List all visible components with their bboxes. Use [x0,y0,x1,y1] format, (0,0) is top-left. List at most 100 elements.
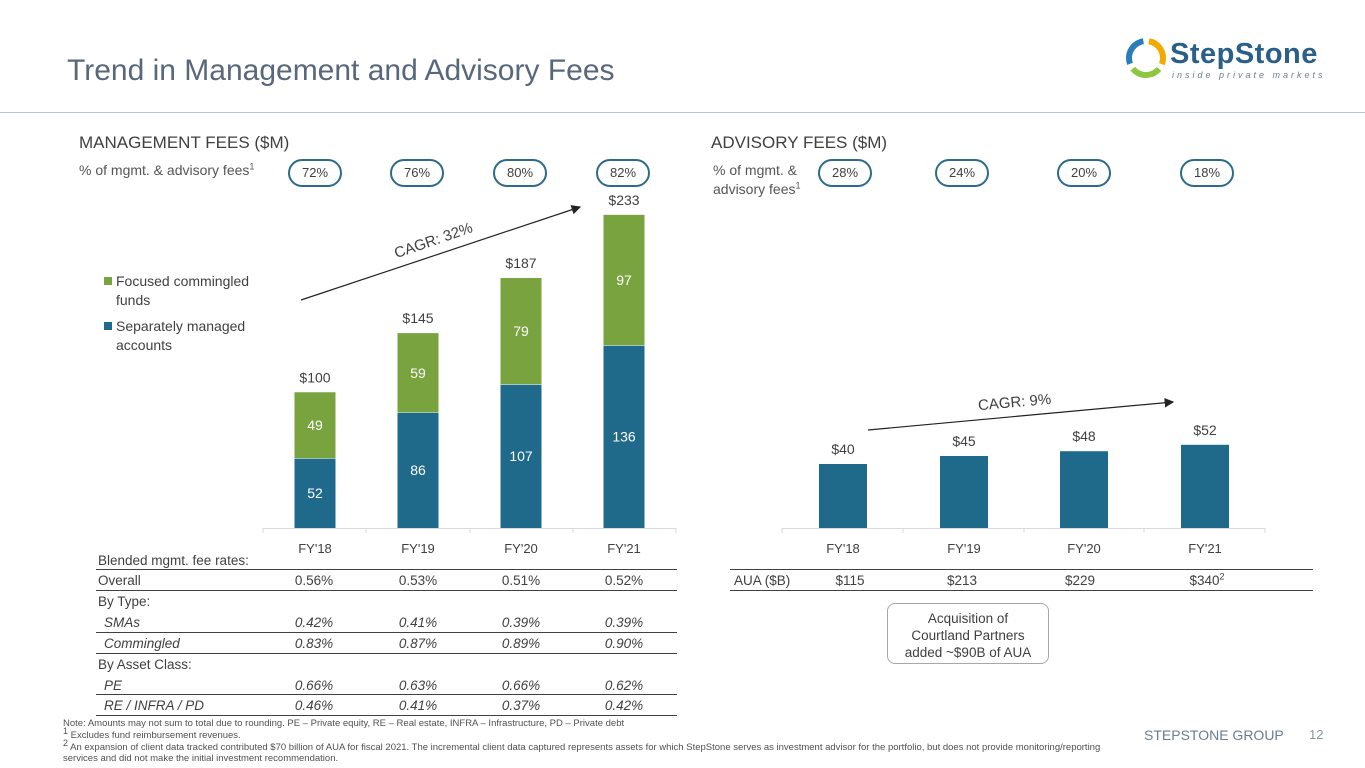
bar-value-label: 52 [307,485,323,501]
bar-advisory [819,464,867,528]
legend-swatch-commingled [104,277,112,285]
fee-section-by-asset: By Asset Class: [98,657,192,672]
title-divider [0,112,1365,113]
x-tick-label: FY'20 [1067,541,1101,556]
acquisition-callout: Acquisition of Courtland Partners added … [887,603,1049,664]
fee-row-smas-label: SMAs [104,615,141,630]
legend-label-commingled: Focused commingled funds [116,273,250,308]
fee-table-header: Blended mgmt. fee rates: [98,553,249,568]
bar-total-label: $145 [402,310,433,326]
advisory-pct-label: % of mgmt. & advisory fees1 [713,162,801,197]
bar-value-label: 107 [509,448,533,464]
footnote-note: Note: Amounts may not sum to total due t… [63,718,625,729]
aua-rule [730,590,1313,591]
fee-cell: 0.37% [501,698,541,713]
fee-cell: 0.56% [294,573,334,588]
fee-cell: 0.46% [294,698,334,713]
fee-cell: 0.52% [604,573,644,588]
callout-line: Acquisition of [927,611,1009,626]
bar-value-label: $52 [1193,422,1217,438]
advisory-pct-pill: 28% [818,159,872,187]
page-title: Trend in Management and Advisory Fees [67,54,615,87]
bar-segment-commingled [603,214,645,346]
fee-table-rule [96,632,677,633]
x-tick-label: FY'21 [607,541,641,556]
bar-segment-sma [397,412,439,528]
bar-segment-commingled [500,278,542,385]
management-pct-pill: 72% [288,159,342,187]
advisory-fees-title: ADVISORY FEES ($M) [711,133,888,152]
fee-table-rule [96,590,677,591]
fee-row-re-label: RE / INFRA / PD [104,698,205,713]
management-fees-chart: CAGR: 32% 5249$100FY'188659$145FY'191077… [262,192,677,556]
fee-cell: 0.66% [294,678,334,693]
bar-total-label: $187 [505,255,536,271]
page-number: 12 [1309,727,1324,742]
bar-total-label: $100 [299,369,330,385]
management-fees-title: MANAGEMENT FEES ($M) [79,133,290,152]
bar-segment-sma [500,384,542,528]
x-tick-label: FY'18 [826,541,860,556]
bar-advisory [1060,451,1108,528]
bar-value-label: 136 [612,429,636,445]
bar-value-label: $48 [1072,428,1096,444]
fee-cell: 0.53% [398,573,438,588]
fee-table-rule [96,653,677,654]
bar-value-label: $40 [831,441,855,457]
aua-cell-last: $3402 [1189,571,1225,588]
x-tick-label: FY'21 [1188,541,1222,556]
bar-segment-commingled [397,333,439,413]
aua-cell: $213 [946,573,978,588]
fee-cell: 0.39% [604,615,644,630]
bar-segment-sma [294,458,336,528]
bar-segment-sma [603,345,645,528]
bar-value-label: $45 [952,433,976,449]
bar-value-label: 49 [307,417,323,433]
fee-cell: 0.42% [294,615,334,630]
callout-line: added ~$90B of AUA [904,645,1032,660]
management-cagr-arrow [300,205,582,301]
aua-cell: $229 [1064,573,1096,588]
bar-total-label: $233 [608,192,639,208]
fee-cell: 0.41% [398,615,438,630]
fee-row-overall-label: Overall [98,573,141,588]
callout-line: Courtland Partners [911,628,1025,643]
logo-tagline: inside private markets [1172,70,1326,80]
management-pct-label: % of mgmt. & advisory fees1 [79,161,255,178]
x-tick-label: FY'18 [298,541,332,556]
fee-row-commingled-label: Commingled [104,636,180,651]
fee-cell: 0.62% [604,678,644,693]
advisory-cagr-label: CAGR: 9% [977,391,1052,414]
aua-cell: $115 [835,573,865,588]
bar-advisory [1181,444,1229,528]
fee-cell: 0.41% [398,698,438,713]
advisory-pct-pill: 24% [935,159,989,187]
legend-label-sma: Separately managed accounts [116,318,246,353]
x-tick-label: FY'20 [504,541,538,556]
brand-footer: STEPSTONE GROUP [1144,727,1284,743]
fee-table-rule [96,715,677,716]
aua-rule [730,569,1313,570]
bar-segment-commingled [294,392,336,459]
bar-value-label: 79 [513,323,529,339]
management-pct-pill: 82% [596,159,650,187]
bar-value-label: 59 [410,365,426,381]
bar-value-label: 97 [616,272,632,288]
management-pct-pill: 76% [390,159,444,187]
footnote-2: 2 An expansion of client data tracked co… [63,737,1101,764]
management-pct-pill: 80% [493,159,547,187]
bar-value-label: 86 [410,462,426,478]
fee-cell: 0.89% [501,636,541,651]
aua-label: AUA ($B) [734,573,791,588]
fee-cell: 0.39% [501,615,541,630]
advisory-cagr-arrow [867,397,1175,431]
fee-table-rule [96,694,677,695]
x-tick-label: FY'19 [401,541,435,556]
fee-table-rule [96,569,677,570]
bar-advisory [940,456,988,528]
fee-cell: 0.42% [604,698,644,713]
fee-cell: 0.90% [604,636,644,651]
fee-cell: 0.83% [294,636,334,651]
fee-cell: 0.51% [501,573,541,588]
stepstone-logo-icon [1126,38,1166,78]
